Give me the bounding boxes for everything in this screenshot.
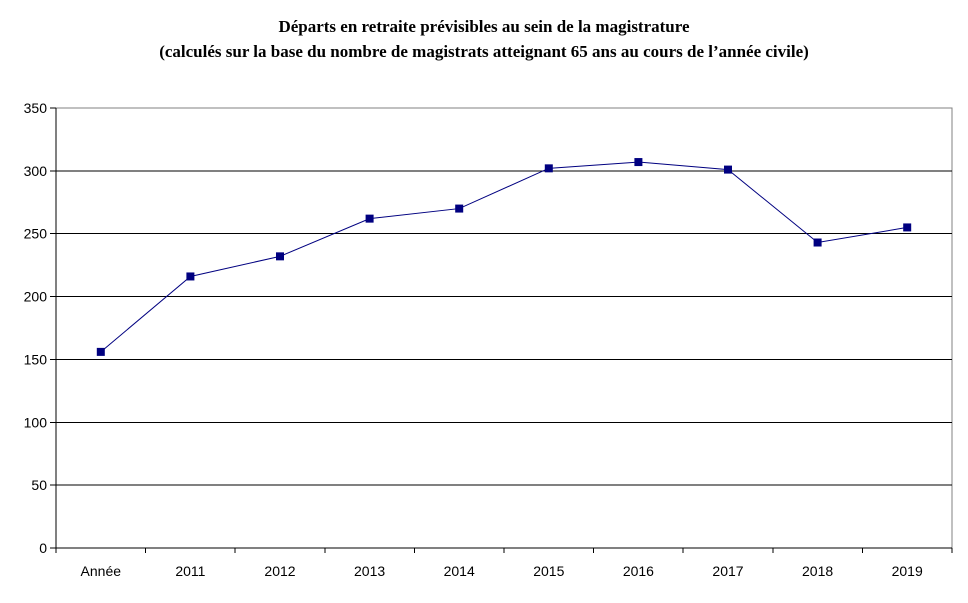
data-point-2018 bbox=[813, 238, 822, 247]
x-tick-label: 2011 bbox=[175, 563, 205, 579]
data-point-2011 bbox=[186, 272, 195, 281]
data-point-2017 bbox=[724, 165, 732, 174]
y-tick-label: 200 bbox=[24, 289, 48, 305]
x-tick-label: 2019 bbox=[892, 563, 923, 579]
x-tick-label: Année bbox=[81, 563, 122, 579]
y-tick-label: 300 bbox=[24, 163, 48, 179]
x-tick-label: 2014 bbox=[444, 563, 475, 579]
x-tick-label: 2013 bbox=[354, 563, 385, 579]
y-tick-label: 100 bbox=[24, 414, 48, 430]
chart-title: Départs en retraite prévisibles au sein … bbox=[278, 17, 690, 36]
x-tick-label: 2017 bbox=[712, 563, 743, 579]
y-tick-label: 150 bbox=[24, 351, 48, 367]
plot-area-border bbox=[55, 107, 953, 549]
y-tick-label: 350 bbox=[24, 100, 48, 116]
data-point-2013 bbox=[365, 214, 374, 223]
x-tick-label: 2016 bbox=[623, 563, 654, 579]
y-tick-label: 50 bbox=[31, 477, 47, 493]
data-point-Année bbox=[96, 347, 105, 356]
x-tick-label: 2015 bbox=[533, 563, 564, 579]
series-line bbox=[100, 161, 908, 353]
data-point-2019 bbox=[903, 223, 912, 232]
y-tick-label: 0 bbox=[39, 540, 47, 556]
data-point-2015 bbox=[544, 164, 553, 173]
y-tick-label: 250 bbox=[24, 226, 48, 242]
data-point-2014 bbox=[455, 204, 464, 213]
chart-subtitle: (calculés sur la base du nombre de magis… bbox=[159, 42, 809, 61]
data-point-2012 bbox=[276, 252, 284, 261]
x-tick-label: 2018 bbox=[802, 563, 833, 579]
data-point-2016 bbox=[634, 158, 643, 167]
x-tick-label: 2012 bbox=[264, 563, 295, 579]
